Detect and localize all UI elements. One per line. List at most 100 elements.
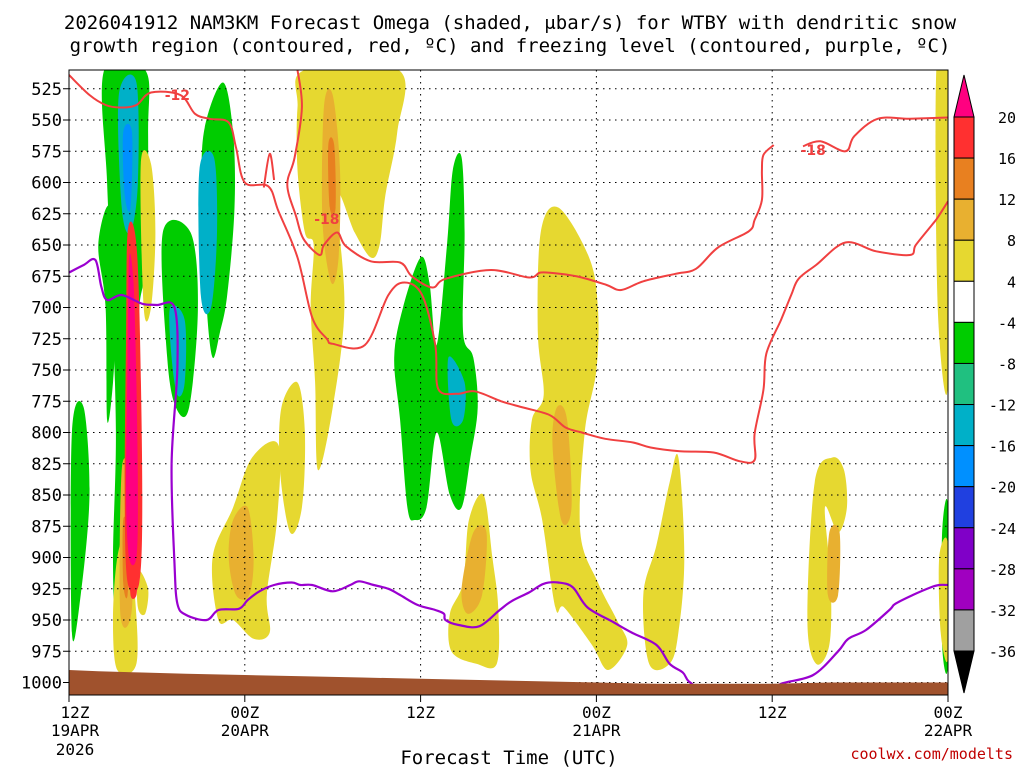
colorbar-label: -28 (989, 561, 1016, 579)
omega-region (529, 206, 628, 670)
colorbar-bin (953, 568, 975, 611)
x-tick-label: 00Z (230, 703, 259, 722)
y-tick-label: 600 (31, 174, 62, 194)
omega-region (447, 356, 466, 427)
omega-region (643, 453, 685, 671)
dendritic-growth-contours: -12 -18 -18 (69, 70, 948, 464)
y-tick-label: 950 (31, 611, 62, 631)
x-axis-label: Forecast Time (UTC) (400, 747, 617, 768)
y-tick-label: 575 (31, 142, 62, 162)
y-tick-label: 675 (31, 267, 62, 287)
y-tick-label: 750 (31, 361, 62, 381)
y-tick-label: 700 (31, 299, 62, 319)
colorbar-label: 8 (1007, 232, 1016, 250)
plot-frame (68, 69, 949, 696)
colorbar-bin (953, 609, 975, 652)
x-tick-label: 00Z (934, 703, 963, 722)
colorbar-bin (953, 239, 975, 282)
omega-region (279, 381, 306, 534)
y-tick-label: 925 (31, 580, 62, 600)
credit-text: coolwx.com/modelts (850, 745, 1013, 763)
dgz-contour-line (802, 116, 948, 153)
terrain-surface (69, 670, 948, 695)
x-tick-label: 20APR (221, 721, 270, 740)
dgz-contour-label: -18 (314, 212, 339, 228)
colorbar-bin (953, 404, 975, 447)
y-tick-label: 525 (31, 80, 62, 100)
x-tick-label: 21APR (572, 721, 621, 740)
colorbar-bin (953, 321, 975, 364)
x-tick-label: 00Z (582, 703, 611, 722)
colorbar-arrow-top (953, 74, 975, 118)
colorbar-label: -16 (989, 438, 1016, 456)
dgz-contour-line (69, 74, 948, 464)
omega-region (122, 123, 133, 212)
y-tick-label: 625 (31, 205, 62, 225)
omega-region (807, 457, 848, 665)
x-tick-label: 12Z (406, 703, 435, 722)
x-tick-label: 19APR (51, 721, 100, 740)
title-line-2: growth region (contoured, red, ºC) and f… (70, 35, 951, 57)
y-tick-label: 775 (31, 392, 62, 412)
dgz-contour-line (262, 152, 276, 188)
colorbar: 20 16 12 8 4 -4 -8 -12 -16 -20 -24 -28 -32 -36 (953, 74, 1016, 694)
colorbar-bin (953, 486, 975, 529)
freezing-level-contours (69, 257, 948, 695)
x-tick-label: 2026 (56, 740, 95, 759)
x-tick-label: 22APR (924, 721, 973, 740)
omega-region (228, 505, 254, 600)
y-tick-label: 900 (31, 549, 62, 569)
omega-region (136, 569, 149, 616)
x-tick-label: 12Z (61, 703, 90, 722)
x-tick-label: 12Z (758, 703, 787, 722)
colorbar-bin (953, 116, 975, 159)
colorbar-label: -8 (998, 355, 1016, 373)
colorbar-bin (953, 280, 975, 323)
colorbar-label: -24 (989, 520, 1016, 538)
freezing-level-line (69, 257, 732, 695)
y-tick-label: 725 (31, 330, 62, 350)
colorbar-bin (953, 362, 975, 406)
plot-area: -12 -18 -18 (68, 69, 949, 696)
y-tick-label: 875 (31, 517, 62, 537)
omega-region (461, 525, 487, 614)
omega-region (140, 150, 156, 322)
omega-region (328, 137, 336, 216)
colorbar-label: -4 (998, 314, 1016, 332)
y-tick-label: 800 (31, 424, 62, 444)
y-tick-label: 850 (31, 486, 62, 506)
colorbar-bin (953, 198, 975, 241)
freezing-level-line (769, 583, 948, 694)
omega-region (827, 524, 841, 603)
y-tick-label: 975 (31, 642, 62, 662)
y-tick-label: 1000 (21, 674, 62, 694)
terrain-layer (69, 670, 948, 695)
colorbar-label: -36 (989, 643, 1016, 661)
colorbar-label: 20 (998, 109, 1016, 127)
omega-region (394, 152, 478, 521)
colorbar-bin (953, 445, 975, 488)
dgz-contour-label: -18 (801, 143, 826, 159)
colorbar-arrow-bottom (953, 650, 975, 694)
colorbar-label: -32 (989, 602, 1016, 620)
colorbar-label: 12 (998, 191, 1016, 209)
colorbar-label: -20 (989, 479, 1016, 497)
omega-region (552, 405, 572, 526)
colorbar-label: 4 (1007, 273, 1016, 291)
title-line-1: 2026041912 NAM3KM Forecast Omega (shaded… (64, 12, 957, 34)
colorbar-label: 16 (998, 150, 1016, 168)
omega-shading-layer (70, 70, 948, 675)
omega-region (101, 70, 150, 633)
dgz-contour-line (286, 70, 775, 292)
colorbar-bin (953, 527, 975, 570)
y-tick-label: 650 (31, 236, 62, 256)
omega-region (70, 400, 90, 642)
y-axis: 525 550 575 600 625 650 675 700 725 750 775 800 825 8… (21, 80, 69, 694)
omega-region (126, 253, 138, 566)
dgz-contour-label: -12 (165, 88, 190, 104)
y-tick-label: 825 (31, 455, 62, 475)
y-tick-label: 550 (31, 111, 62, 131)
colorbar-bin (953, 157, 975, 200)
